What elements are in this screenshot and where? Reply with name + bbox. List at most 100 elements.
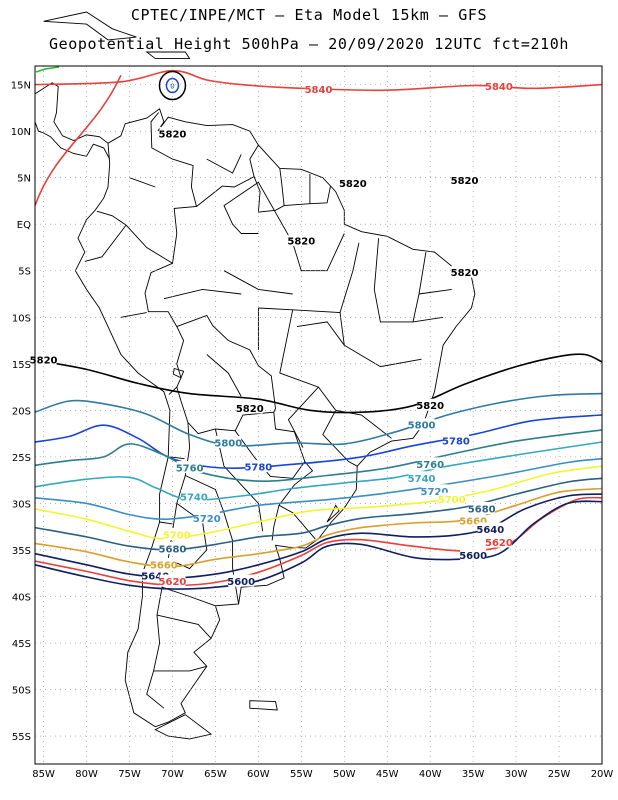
contour-5660	[34, 487, 603, 568]
contour-label-bg	[245, 460, 272, 473]
closed-contour-outer	[158, 70, 187, 101]
lon-tick-label: 45W	[376, 769, 399, 780]
contour-label-bg	[417, 457, 444, 470]
political-border	[185, 475, 240, 604]
contour-label-bg	[339, 176, 366, 189]
lon-tick-label: 30W	[505, 769, 528, 780]
lagoa-dos-patos	[326, 504, 340, 523]
contour-label-5840: 5840	[485, 82, 513, 93]
contour-label-5800: 5800	[408, 421, 436, 432]
contour-label-bg	[176, 461, 203, 474]
cuba	[43, 11, 137, 41]
contour-label-bg	[236, 401, 263, 414]
contour-label-5620: 5620	[485, 538, 513, 549]
contour-label-5620: 5620	[159, 577, 187, 588]
contour-5720	[34, 457, 603, 521]
contour-label-5680: 5680	[159, 545, 187, 556]
height-contours	[34, 66, 603, 590]
lat-lon-grid	[35, 66, 603, 764]
closed-contour-label: 0	[170, 83, 174, 91]
contour-label-5760: 5760	[416, 460, 444, 471]
contour-label-bg	[485, 535, 512, 548]
green-contour-fragment	[35, 66, 60, 73]
contour-label-bg	[438, 492, 465, 505]
lon-tick-label: 50W	[333, 769, 356, 780]
contour-label-5600: 5600	[459, 551, 487, 562]
contour-label-5820: 5820	[287, 236, 315, 247]
lon-tick-label: 40W	[419, 769, 442, 780]
lat-tick-label: EQ	[17, 220, 31, 231]
south-america-coastline	[74, 108, 476, 728]
contour-label-5780: 5780	[244, 463, 272, 474]
lon-tick-label: 60W	[247, 769, 270, 780]
contour-label-bg	[288, 233, 315, 246]
political-border	[278, 461, 316, 540]
contour-label-5780: 5780	[442, 437, 470, 448]
lat-tick-label: 50S	[12, 686, 31, 697]
contour-label-bg	[30, 353, 57, 366]
contour-label-5740: 5740	[408, 474, 436, 485]
contour-label-bg	[228, 574, 255, 587]
political-border	[129, 177, 156, 188]
political-border	[223, 270, 293, 295]
lon-tick-label: 70W	[161, 769, 184, 780]
contour-label-5820: 5820	[339, 179, 367, 190]
contour-label-bg	[159, 542, 186, 555]
political-border	[169, 456, 185, 460]
political-border	[279, 309, 392, 439]
political-border	[156, 614, 212, 639]
contour-label-5700: 5700	[163, 531, 191, 542]
political-border	[287, 386, 319, 448]
lat-tick-label: 15N	[11, 81, 31, 92]
contour-label-5600: 5600	[227, 577, 255, 588]
contour-label-5840: 5840	[305, 85, 333, 96]
contour-label-5820: 5820	[451, 268, 479, 279]
central-america-pacific-coastline	[34, 121, 111, 160]
contour-label-5640: 5640	[476, 525, 504, 536]
lat-tick-label: 40S	[12, 592, 31, 603]
contour-5600	[34, 500, 603, 590]
political-border	[153, 665, 207, 672]
contour-5620	[34, 496, 603, 587]
contour-label-bg	[468, 501, 495, 514]
contour-label-5640: 5640	[141, 572, 169, 583]
contour-5700	[34, 465, 603, 540]
contour-5840-west	[34, 74, 122, 206]
contour-label-bg	[215, 435, 242, 448]
contour-label-bg	[477, 522, 504, 535]
lat-tick-label: 45S	[12, 639, 31, 650]
political-border	[120, 312, 147, 318]
contour-label-bg	[460, 548, 487, 561]
political-border	[253, 176, 331, 213]
contour-label-bg	[442, 434, 469, 447]
contour-5740	[34, 441, 603, 501]
political-border	[161, 586, 216, 607]
political-border	[258, 307, 422, 368]
contour-label-bg	[180, 489, 207, 502]
political-border	[206, 354, 242, 397]
contour-label-5820: 5820	[236, 404, 264, 415]
lon-tick-label: 85W	[32, 769, 55, 780]
political-border	[418, 288, 452, 295]
contour-label-bg	[451, 265, 478, 278]
chart-title-line2: Geopotential Height 500hPa – 20/09/2020 …	[48, 35, 570, 53]
contour-5800	[34, 392, 603, 447]
contour-label-bg	[408, 418, 435, 431]
contour-label-5820: 5820	[451, 176, 479, 187]
contour-label-5700: 5700	[438, 495, 466, 506]
lat-tick-label: 35S	[12, 546, 31, 557]
lon-tick-label: 25W	[548, 769, 571, 780]
lat-tick-label: 5S	[18, 267, 31, 278]
falkland-islands	[249, 700, 278, 711]
political-border	[96, 112, 198, 265]
contour-label-5800: 5800	[214, 438, 242, 449]
contour-5760	[34, 429, 603, 482]
lat-tick-label: 25S	[12, 453, 31, 464]
political-border	[159, 521, 173, 525]
lat-tick-label: 30S	[12, 499, 31, 510]
contour-label-5720: 5720	[193, 514, 221, 525]
lat-tick-label: 5N	[17, 174, 31, 185]
political-border	[373, 238, 427, 323]
political-border	[84, 224, 127, 262]
